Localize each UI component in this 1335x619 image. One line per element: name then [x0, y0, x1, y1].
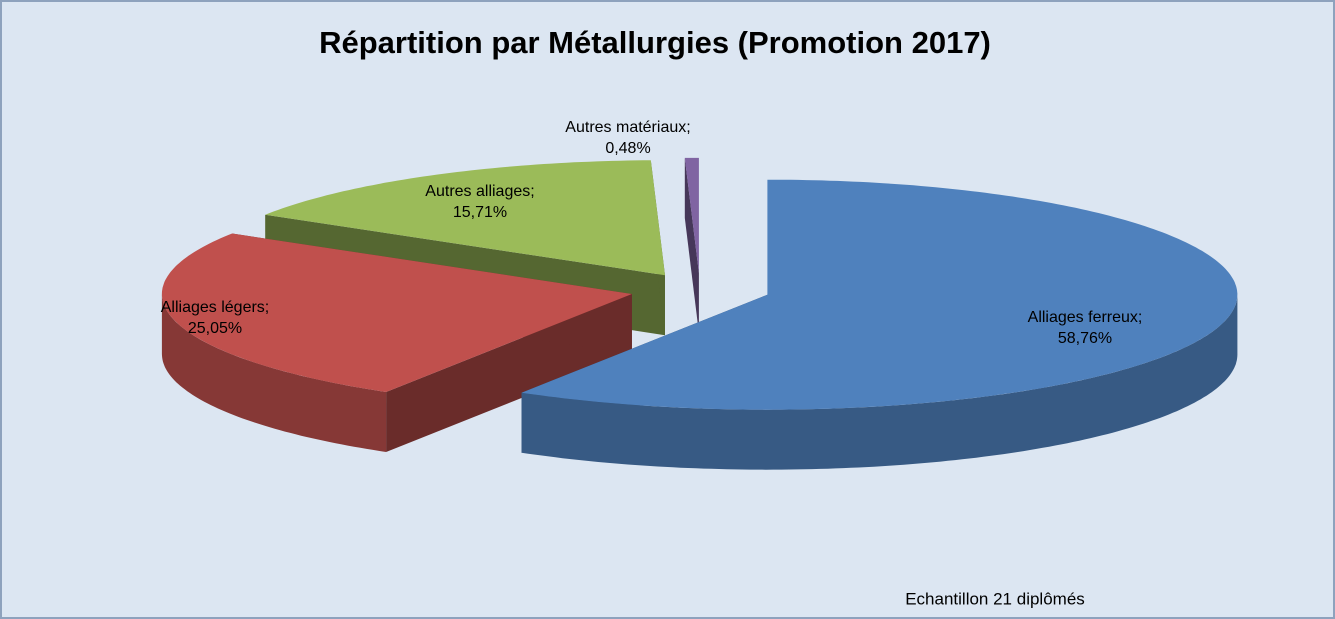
slice-label: Alliages légers; — [161, 299, 270, 316]
slice-wall — [521, 294, 1238, 470]
slice — [521, 179, 1238, 410]
slice-value-label: 15,71% — [453, 204, 507, 221]
slice-value-label: 0,48% — [605, 140, 650, 157]
slice-value-label: 58,76% — [1058, 330, 1112, 347]
slice-value-label: 25,05% — [188, 320, 242, 337]
slice-label: Alliages ferreux; — [1028, 309, 1143, 326]
chart-title: Répartition par Métallurgies (Promotion … — [319, 25, 991, 60]
slice — [684, 157, 699, 273]
slice — [161, 233, 632, 392]
slice-label: Autres alliages; — [425, 183, 534, 200]
slice — [265, 160, 665, 276]
slice-wall — [161, 294, 387, 452]
slice-label: Autres matériaux; — [565, 119, 690, 136]
annotation: Echantillon 21 diplômés — [905, 589, 1085, 608]
slice-side — [684, 157, 699, 333]
